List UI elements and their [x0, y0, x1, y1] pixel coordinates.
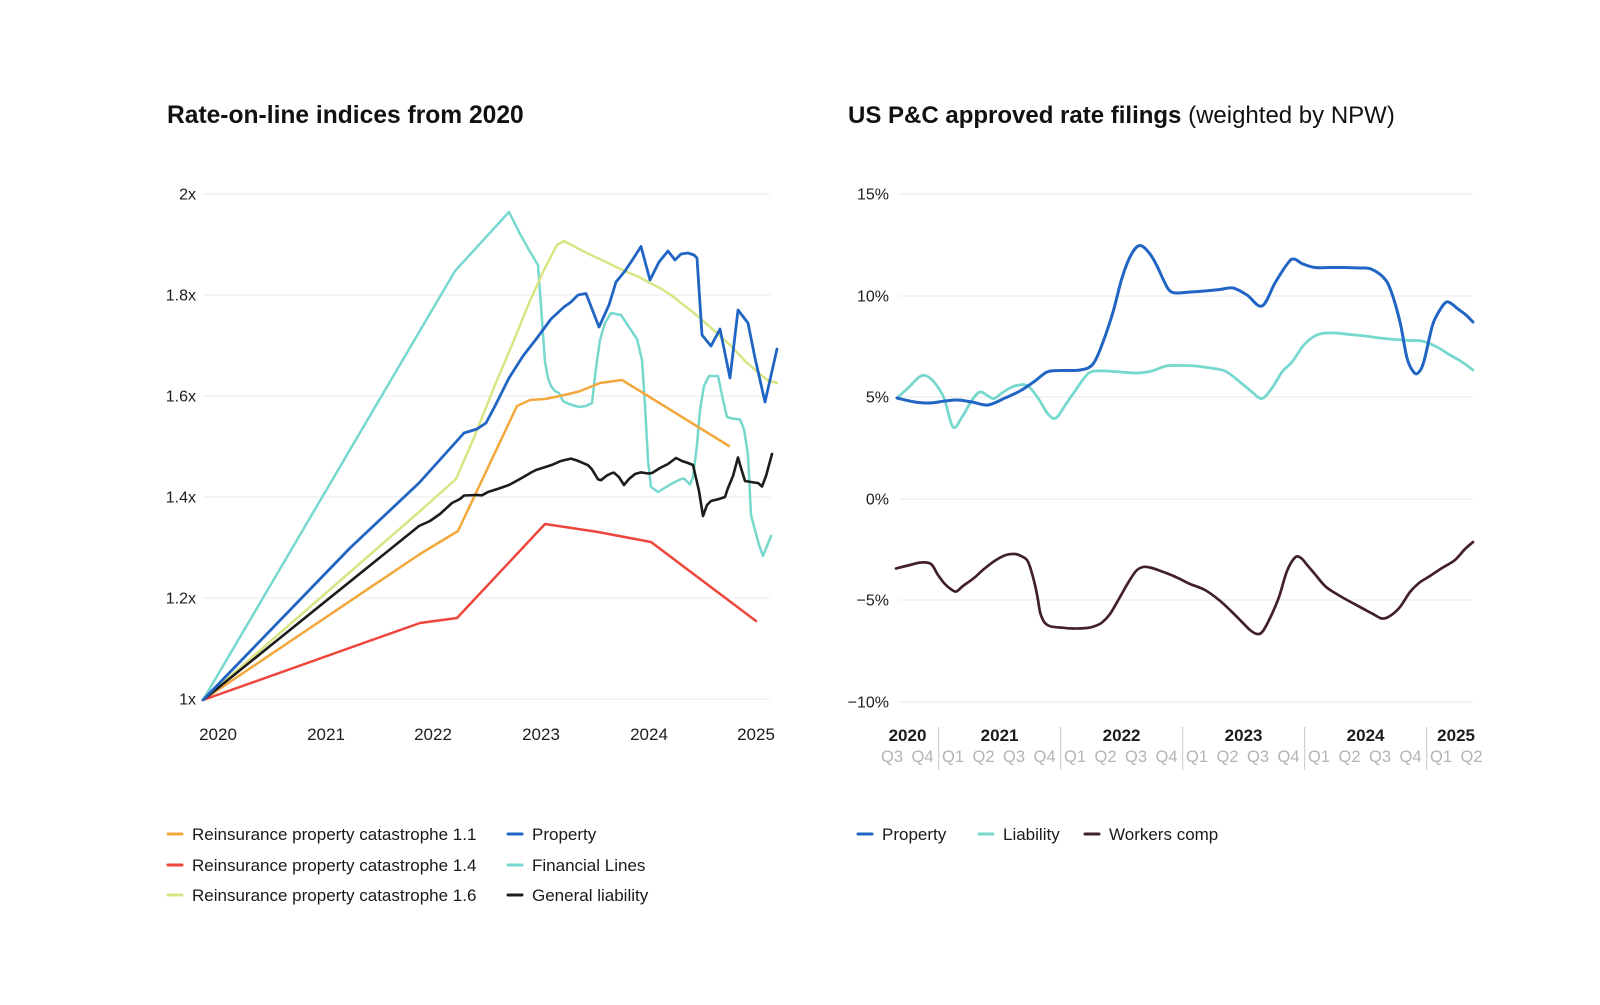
svg-text:2x: 2x [179, 187, 196, 204]
svg-text:Q4: Q4 [911, 748, 933, 766]
svg-text:Q3: Q3 [1003, 748, 1025, 766]
svg-text:Q1: Q1 [1186, 748, 1208, 766]
svg-text:2024: 2024 [630, 725, 668, 744]
svg-text:1.4x: 1.4x [166, 490, 196, 507]
svg-text:Property: Property [532, 825, 597, 844]
svg-text:−5%: −5% [857, 593, 889, 610]
svg-text:Q3: Q3 [1369, 748, 1391, 766]
svg-text:Rate-on-line indices from 2020: Rate-on-line indices from 2020 [167, 102, 524, 129]
svg-text:Workers comp: Workers comp [1109, 825, 1218, 844]
svg-text:Q1: Q1 [1308, 748, 1330, 766]
svg-text:Reinsurance property catastrop: Reinsurance property catastrophe 1.6 [192, 886, 476, 905]
svg-text:2021: 2021 [981, 726, 1019, 745]
svg-text:2020: 2020 [199, 725, 237, 744]
svg-text:1x: 1x [179, 692, 196, 709]
svg-text:General liability: General liability [532, 886, 649, 905]
svg-text:Q2: Q2 [972, 748, 994, 766]
svg-text:2023: 2023 [1225, 726, 1263, 745]
svg-text:5%: 5% [866, 390, 889, 407]
svg-text:Property: Property [882, 825, 947, 844]
svg-text:15%: 15% [857, 187, 889, 204]
svg-text:Q1: Q1 [1064, 748, 1086, 766]
svg-text:Financial Lines: Financial Lines [532, 856, 645, 875]
svg-text:2022: 2022 [1103, 726, 1141, 745]
svg-text:2025: 2025 [737, 725, 775, 744]
svg-text:Q4: Q4 [1155, 748, 1177, 766]
svg-text:Liability: Liability [1003, 825, 1060, 844]
svg-text:2022: 2022 [414, 725, 452, 744]
svg-text:1.2x: 1.2x [166, 591, 196, 608]
svg-text:2024: 2024 [1347, 726, 1385, 745]
svg-text:1.8x: 1.8x [166, 288, 196, 305]
svg-text:2020: 2020 [889, 726, 927, 745]
svg-text:2023: 2023 [522, 725, 560, 744]
svg-text:2025: 2025 [1437, 726, 1475, 745]
svg-text:Q3: Q3 [1247, 748, 1269, 766]
svg-text:Q3: Q3 [1125, 748, 1147, 766]
svg-text:10%: 10% [857, 289, 889, 306]
svg-text:0%: 0% [866, 492, 889, 509]
svg-text:2021: 2021 [307, 725, 345, 744]
svg-text:Q4: Q4 [1033, 748, 1055, 766]
svg-text:−10%: −10% [848, 695, 889, 712]
svg-text:Q2: Q2 [1094, 748, 1116, 766]
svg-text:Q4: Q4 [1399, 748, 1421, 766]
svg-text:US P&C approved rate filings (: US P&C approved rate filings (weighted b… [848, 102, 1395, 129]
svg-text:Q1: Q1 [1430, 748, 1452, 766]
svg-text:Reinsurance property catastrop: Reinsurance property catastrophe 1.1 [192, 825, 476, 844]
svg-text:Reinsurance property catastrop: Reinsurance property catastrophe 1.4 [192, 856, 476, 875]
svg-text:Q2: Q2 [1460, 748, 1482, 766]
svg-text:Q2: Q2 [1338, 748, 1360, 766]
svg-text:1.6x: 1.6x [166, 389, 196, 406]
svg-text:Q3: Q3 [881, 748, 903, 766]
svg-text:Q2: Q2 [1216, 748, 1238, 766]
svg-text:Q1: Q1 [942, 748, 964, 766]
svg-text:Q4: Q4 [1277, 748, 1299, 766]
